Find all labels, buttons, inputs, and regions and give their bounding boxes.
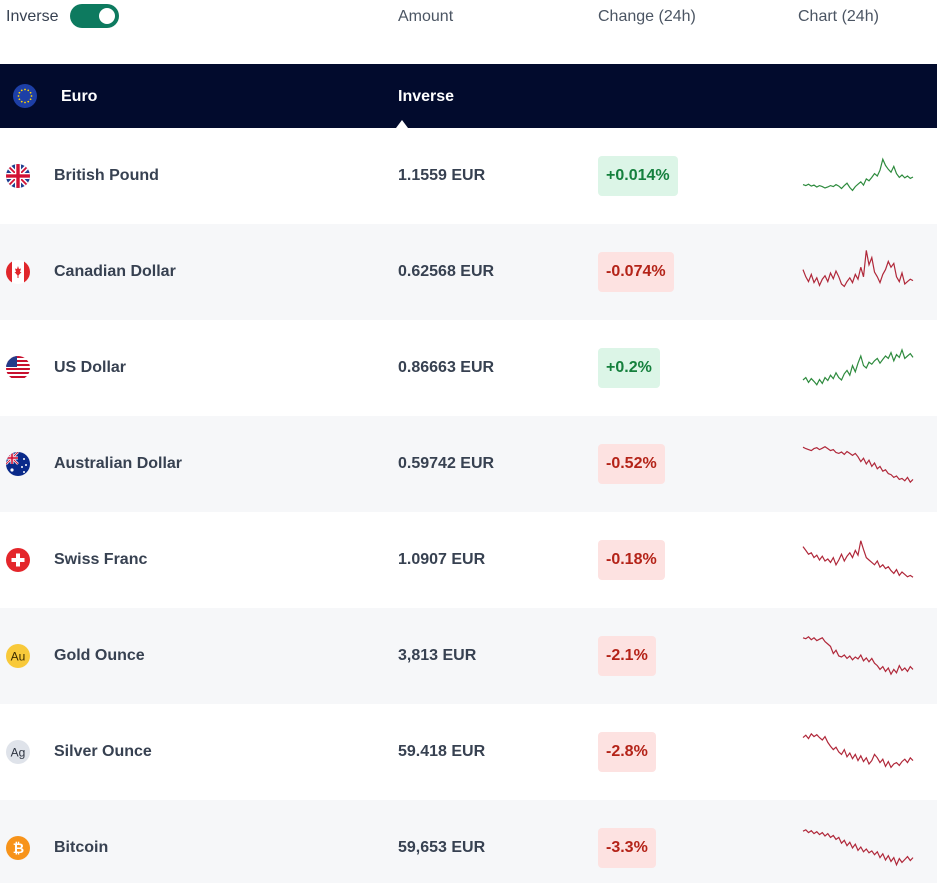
change-badge: -0.52% <box>598 444 665 484</box>
currency-name: Bitcoin <box>54 839 109 856</box>
base-currency-bar[interactable]: Euro Inverse <box>0 64 937 128</box>
change-badge: -0.18% <box>598 540 665 580</box>
sparkline-series <box>802 445 914 484</box>
currency-name: Silver Ounce <box>54 743 152 760</box>
change-badge: +0.2% <box>598 348 660 388</box>
sparkline-chart <box>802 732 914 769</box>
change-badge: +0.014% <box>598 156 678 196</box>
column-header-chart: Chart (24h) <box>798 8 879 25</box>
sparkline-chart <box>802 250 914 288</box>
sparkline-series <box>802 732 914 769</box>
change-badge: -2.1% <box>598 636 656 676</box>
gold-coin-icon: Au <box>6 644 30 668</box>
currency-amount: 59.418 EUR <box>398 743 486 760</box>
table-header: Inverse Amount Change (24h) Chart (24h) <box>0 0 937 64</box>
table-row[interactable]: Australian Dollar 0.59742 EUR -0.52% <box>0 416 937 512</box>
table-row[interactable]: Canadian Dollar 0.62568 EUR -0.074% <box>0 224 937 320</box>
currency-name: Gold Ounce <box>54 647 145 664</box>
currency-amount: 1.0907 EUR <box>398 551 486 568</box>
currency-name: Australian Dollar <box>54 455 183 472</box>
sparkline-chart <box>802 445 914 484</box>
uk-flag-icon <box>6 164 30 188</box>
base-currency-name: Euro <box>61 88 98 105</box>
sparkline-series <box>802 636 914 676</box>
silver-coin-icon: Ag <box>6 740 30 764</box>
change-badge: -3.3% <box>598 828 656 868</box>
table-row[interactable]: ₿ Bitcoin 59,653 EUR -3.3% <box>0 800 937 883</box>
inverse-label: Inverse <box>6 8 59 25</box>
table-row[interactable]: US Dollar 0.86663 EUR +0.2% <box>0 320 937 416</box>
svg-text:₿: ₿ <box>13 840 24 856</box>
currency-name: Swiss Franc <box>54 551 148 568</box>
base-mode-label: Inverse <box>398 88 455 105</box>
table-row[interactable]: British Pound 1.1559 EUR +0.014% <box>0 128 937 224</box>
change-badge: -2.8% <box>598 732 656 772</box>
currency-amount: 1.1559 EUR <box>398 167 486 184</box>
sparkline-series <box>802 540 914 578</box>
table-row[interactable]: Swiss Franc 1.0907 EUR -0.18% <box>0 512 937 608</box>
currency-amount: 3,813 EUR <box>398 647 477 664</box>
svg-text:Ag: Ag <box>11 746 26 760</box>
sparkline-series <box>802 347 914 386</box>
sparkline-chart <box>802 636 914 676</box>
currency-amount: 0.62568 EUR <box>398 263 495 280</box>
australia-flag-icon <box>6 452 30 476</box>
svg-text:Au: Au <box>11 650 26 664</box>
currency-name: British Pound <box>54 167 159 184</box>
sparkline-chart <box>802 829 914 867</box>
table-row[interactable]: Au Gold Ounce 3,813 EUR -2.1% <box>0 608 937 704</box>
currency-amount: 0.59742 EUR <box>398 455 495 472</box>
canada-flag-icon <box>6 260 30 284</box>
inverse-toggle[interactable] <box>70 4 119 28</box>
swiss-flag-icon <box>6 548 30 572</box>
sparkline-chart <box>802 540 914 578</box>
eu-flag-icon <box>13 84 37 113</box>
currency-amount: 0.86663 EUR <box>398 359 495 376</box>
table-row[interactable]: Ag Silver Ounce 59.418 EUR -2.8% <box>0 704 937 800</box>
toggle-knob <box>99 8 115 24</box>
column-header-amount: Amount <box>398 8 454 25</box>
currency-amount: 59,653 EUR <box>398 839 486 856</box>
sparkline-chart <box>802 157 914 192</box>
sparkline-series <box>802 829 914 867</box>
sparkline-series <box>802 250 914 288</box>
column-header-change: Change (24h) <box>598 8 696 25</box>
active-column-caret <box>396 120 408 128</box>
bitcoin-icon: ₿ <box>6 836 30 860</box>
currency-name: US Dollar <box>54 359 127 376</box>
currency-list: British Pound 1.1559 EUR +0.014% Canadia… <box>0 128 937 883</box>
us-flag-icon <box>6 356 30 380</box>
change-badge: -0.074% <box>598 252 674 292</box>
currency-name: Canadian Dollar <box>54 263 176 280</box>
sparkline-chart <box>802 347 914 386</box>
sparkline-series <box>802 157 914 192</box>
